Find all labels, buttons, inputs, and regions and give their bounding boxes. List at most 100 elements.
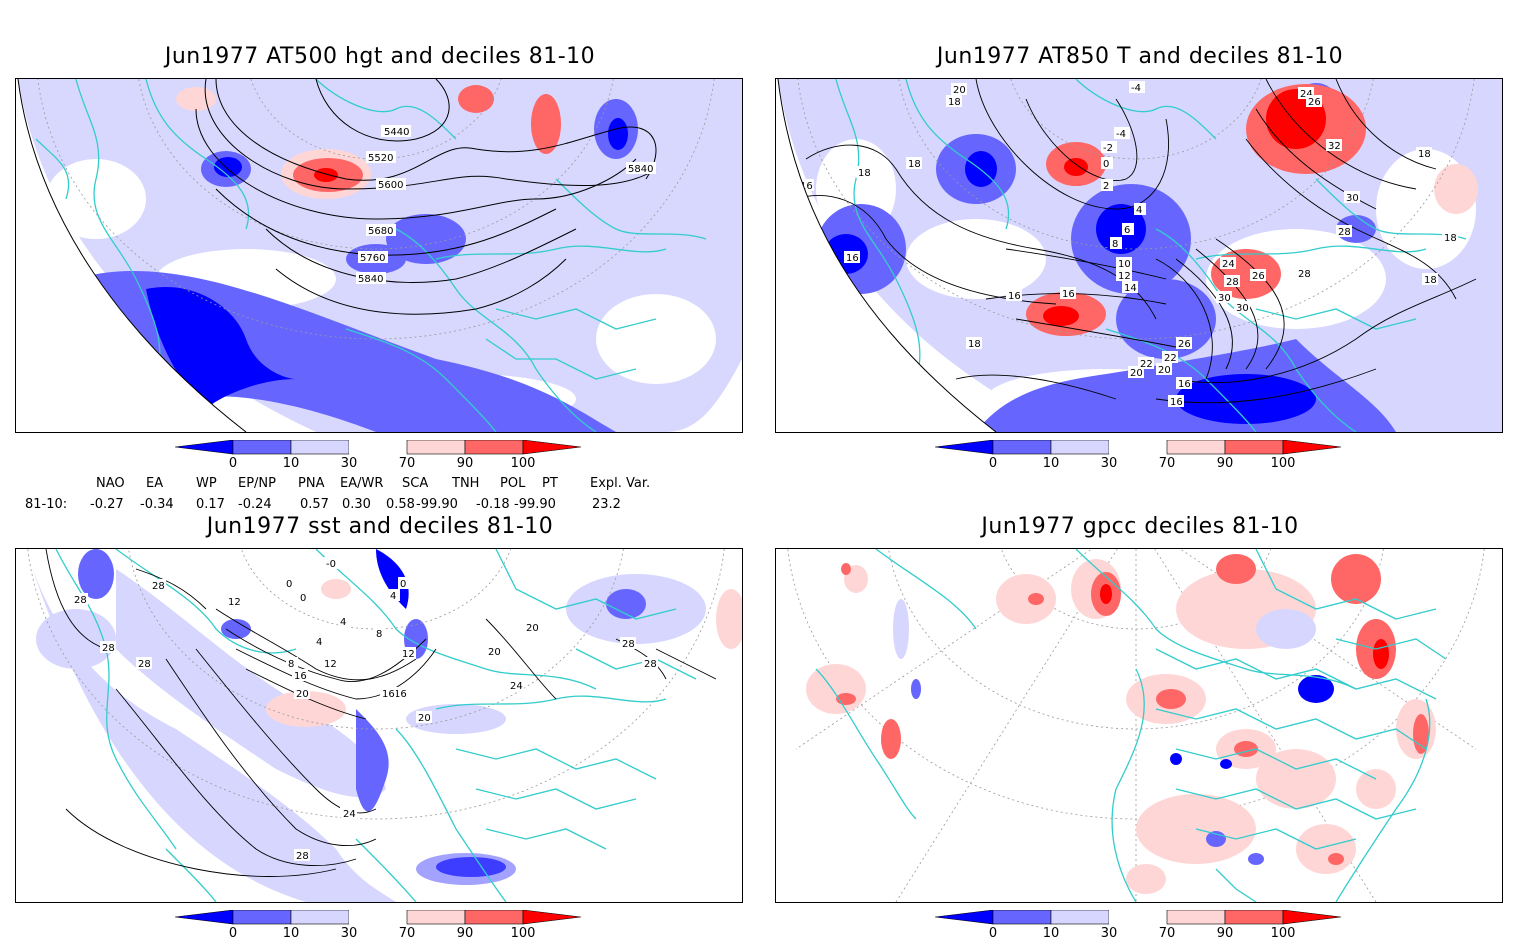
index-value: 0.30 [342, 497, 371, 512]
index-header: TNH [452, 476, 480, 491]
index-header: EP/NP [238, 476, 276, 491]
index-header: POL [500, 476, 526, 491]
contour-label: 20 [488, 647, 501, 658]
contour-label: 0 [300, 593, 306, 604]
colorbar-tick: 0 [228, 926, 238, 941]
contour-label: 28 [622, 639, 635, 650]
map-sst: 28 28 28 28 12 0 0 -0 4 0 4 8 4 8 12 16 … [18, 549, 742, 902]
contour-label: 16 [1062, 289, 1075, 300]
contour-label: 30 [1218, 293, 1231, 304]
contour-label: 28 [1298, 269, 1311, 280]
colorbar-tick: 100 [1270, 456, 1296, 471]
colorbar-tick: 10 [1042, 926, 1060, 941]
contour-label: 20 [953, 85, 966, 96]
colorbar-swatches [935, 910, 1342, 925]
contour-label: 0 [286, 579, 292, 590]
contour-label: 26 [1178, 339, 1191, 350]
index-value: -0.18 [476, 497, 510, 512]
colorbar-tick: 10 [1042, 456, 1060, 471]
index-value: -99.90 [416, 497, 458, 512]
contour-label: 18 [908, 159, 921, 170]
contour-label: 28 [152, 581, 165, 592]
contour-label: 28 [138, 659, 151, 670]
colorbar-tick: 10 [282, 926, 300, 941]
contour-label: 12 [1118, 271, 1131, 282]
contour-label: 20 [526, 623, 539, 634]
contour-label: 28 [74, 595, 87, 606]
colorbar-tick: 30 [340, 456, 358, 471]
panel-title-3: Jun1977 sst and deciles 81-10 [206, 514, 554, 539]
index-value: -0.34 [140, 497, 174, 512]
contour-label: 28 [296, 851, 309, 862]
contour-label: 28 [1226, 277, 1239, 288]
contour-label: 28 [644, 659, 657, 670]
contour-label: 2 [1103, 181, 1109, 192]
contour-label: 0 [1103, 159, 1109, 170]
contour-label: 5600 [378, 180, 403, 191]
colorbar-tick: 0 [988, 456, 998, 471]
contour-label: 24 [510, 681, 523, 692]
contour-label: 32 [1328, 141, 1341, 152]
index-header: WP [196, 476, 217, 491]
colorbar-tick: 90 [1216, 926, 1234, 941]
contour-label: 4 [390, 591, 396, 602]
contour-label: 18 [1418, 149, 1431, 160]
contour-label: 26 [1308, 97, 1321, 108]
contour-label: 4 [316, 637, 322, 648]
colorbar-3: 0 10 30 70 90 100 [175, 910, 595, 944]
contour-label: 20 [418, 713, 431, 724]
index-header: Expl. Var. [590, 476, 651, 491]
colorbar-tick: 100 [510, 926, 536, 941]
colorbar-tick: 70 [398, 456, 416, 471]
contour-label: 20 [1130, 368, 1143, 379]
contour-label: -4 [1131, 83, 1141, 94]
index-header: PT [542, 476, 558, 491]
contour-label: 18 [858, 168, 871, 179]
index-header: EA/WR [340, 476, 384, 491]
colorbar-tick: 0 [988, 926, 998, 941]
index-value: 23.2 [592, 497, 621, 512]
contour-label: 16 [800, 181, 813, 192]
colorbar-tick: 90 [1216, 456, 1234, 471]
index-header: PNA [298, 476, 325, 491]
contour-label: 16 [1170, 397, 1183, 408]
contour-label: 16 [1178, 379, 1191, 390]
contour-label: 6 [1124, 225, 1130, 236]
contour-label: 4 [340, 617, 346, 628]
index-header: SCA [402, 476, 429, 491]
contour-label: 5760 [360, 253, 385, 264]
contour-label: 8 [376, 629, 382, 640]
contour-label: 18 [968, 339, 981, 350]
colorbar-swatches [175, 910, 582, 925]
contour-label: 28 [102, 643, 115, 654]
colorbar-2: 0 10 30 70 90 100 [935, 440, 1355, 474]
contour-label: 18 [1444, 233, 1457, 244]
contour-label: 16 [294, 671, 307, 682]
contour-label: 16 [382, 689, 395, 700]
contour-label: 4 [1136, 205, 1142, 216]
colorbar-tick: 0 [228, 456, 238, 471]
map-panel-at500-hgt: 5440 5520 5600 5680 5760 5840 5840 [15, 78, 743, 433]
colorbar-tick: 30 [1100, 926, 1118, 941]
index-header: EA [146, 476, 164, 491]
index-value: 0.17 [196, 497, 225, 512]
contour-label: -4 [1116, 129, 1126, 140]
contour-label: 10 [1118, 259, 1131, 270]
contour-label: 0 [400, 579, 406, 590]
colorbar-tick: 70 [1158, 456, 1176, 471]
contour-label: 18 [1424, 275, 1437, 286]
index-value: -99.90 [514, 497, 556, 512]
colorbar-swatches [935, 440, 1342, 455]
map-panel-gpcc [775, 548, 1503, 903]
map-panel-sst: 28 28 28 28 12 0 0 -0 4 0 4 8 4 8 12 16 … [15, 548, 743, 903]
contour-label: 12 [324, 659, 337, 670]
colorbar-tick: 30 [340, 926, 358, 941]
colorbar-tick: 90 [456, 456, 474, 471]
colorbar-tick: 100 [510, 456, 536, 471]
contour-label: 20 [1158, 365, 1171, 376]
contour-label: -0 [326, 559, 336, 570]
map-at500: 5440 5520 5600 5680 5760 5840 5840 [16, 79, 742, 432]
contour-label: -2 [1103, 143, 1113, 154]
index-value: 0.58 [386, 497, 415, 512]
colorbar-swatches [175, 440, 582, 455]
